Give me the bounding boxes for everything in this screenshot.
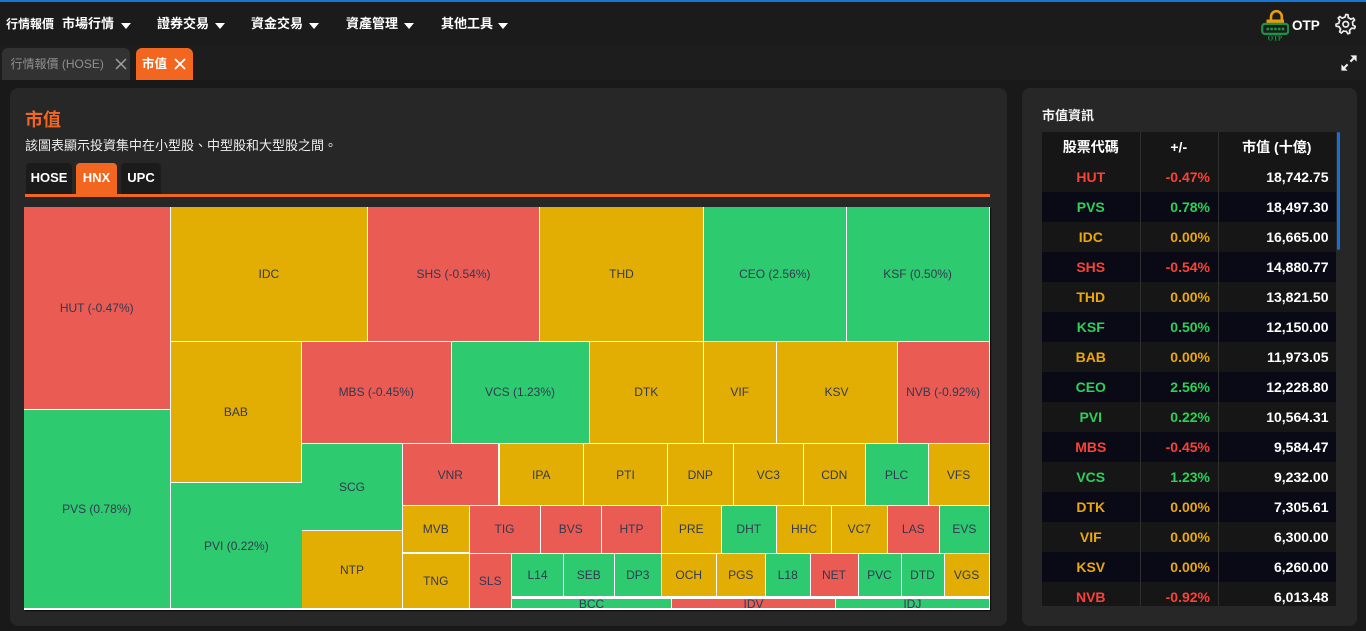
svg-text:OTP: OTP (1268, 34, 1283, 42)
